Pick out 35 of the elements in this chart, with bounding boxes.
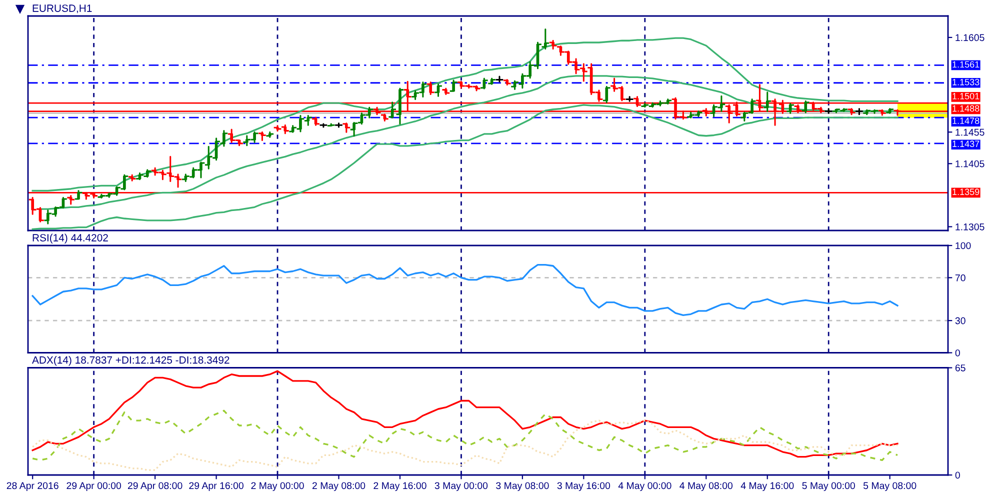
y-tick-label: 1.1405 — [956, 160, 984, 168]
x-tick-label: 5 May 00:00 — [802, 482, 855, 492]
ref-line-label: 1.1561 — [952, 61, 980, 68]
y-tick-label: 0 — [955, 472, 960, 479]
x-tick-label: 29 Apr 00:00 — [66, 482, 122, 492]
ref-line-label: 1.1501 — [952, 92, 980, 100]
x-tick-label: 5 May 08:00 — [863, 482, 916, 492]
ref-line-label: 1.1359 — [952, 188, 980, 196]
x-tick-label: 2 May 08:00 — [312, 482, 366, 492]
chart-title: RSI(14) 44.4202 — [32, 234, 108, 244]
ref-line-label: 1.1488 — [952, 105, 980, 112]
x-tick-label: 28 Apr 2016 — [6, 482, 58, 492]
ref-line-label: 1.1437 — [952, 140, 980, 148]
ref-line-label: 1.1478 — [952, 118, 980, 124]
y-tick-label: 65 — [955, 364, 966, 372]
x-tick-label: 2 May 00:00 — [251, 482, 304, 492]
y-tick-label: 100 — [956, 242, 971, 250]
x-tick-label: 2 May 16:00 — [374, 482, 426, 492]
x-tick-label: 29 Apr 16:00 — [189, 482, 244, 492]
x-tick-label: 3 May 08:00 — [496, 482, 549, 492]
ref-line-label: 1.1533 — [952, 78, 980, 86]
y-tick-label: 1.1305 — [956, 223, 984, 230]
y-tick-label: 70 — [955, 274, 966, 282]
chart-title: ADX(14) 18.7837 +DI:12.1425 -DI:18.3492 — [32, 356, 230, 366]
chart-title: EURUSD,H1 — [32, 4, 92, 14]
x-tick-label: 3 May 16:00 — [557, 482, 610, 492]
x-tick-label: 3 May 00:00 — [434, 482, 488, 492]
x-tick-label: 4 May 08:00 — [680, 482, 733, 492]
y-tick-label: 30 — [955, 317, 966, 324]
x-tick-label: 4 May 00:00 — [618, 482, 672, 492]
x-tick-label: 4 May 16:00 — [740, 482, 794, 492]
x-tick-label: 29 Apr 08:00 — [128, 482, 182, 492]
y-tick-label: 1.1605 — [956, 34, 984, 42]
y-tick-label: 1.1455 — [956, 128, 984, 136]
y-tick-label: 0 — [955, 349, 960, 356]
